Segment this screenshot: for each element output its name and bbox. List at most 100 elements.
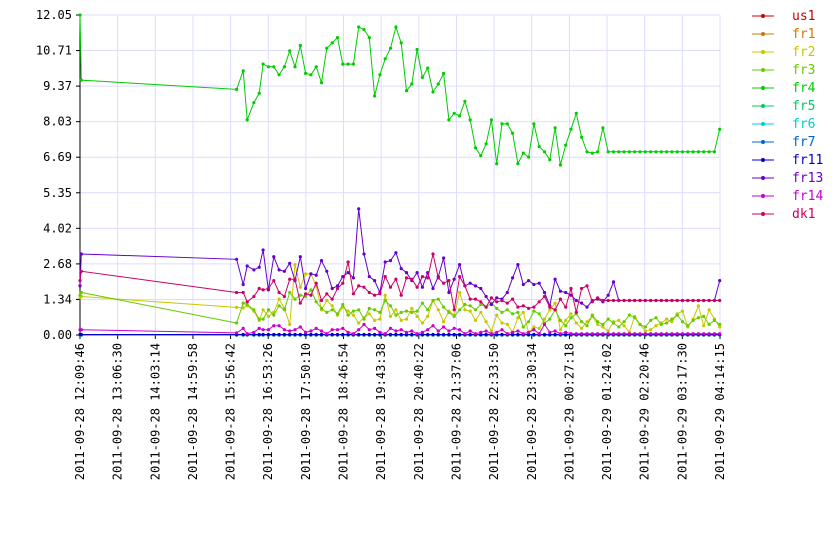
data-point-dk1 <box>319 298 324 303</box>
data-point-fr14 <box>468 329 472 333</box>
data-point-fr4 <box>420 75 424 79</box>
data-point-fr3 <box>373 308 377 312</box>
data-point-fr3 <box>712 318 717 322</box>
data-point-fr4 <box>548 158 552 162</box>
data-point-fr4 <box>272 65 276 69</box>
data-point-dk1 <box>712 298 717 303</box>
data-point-fr14 <box>388 326 393 330</box>
x-tick-label: 2011-09-28 15:56:42 <box>224 343 238 480</box>
data-point-fr14 <box>665 332 669 336</box>
data-point-fr3 <box>335 312 340 316</box>
data-point-fr4 <box>617 150 621 154</box>
data-point-fr13 <box>277 268 281 272</box>
data-point-fr2 <box>548 308 552 312</box>
data-point-fr2 <box>394 308 398 312</box>
data-point-fr13 <box>309 272 313 276</box>
legend-label-dk1: dk1 <box>792 207 815 222</box>
data-point-fr3 <box>431 298 435 303</box>
data-point-fr4 <box>643 150 647 154</box>
data-point-dk1 <box>680 298 685 303</box>
data-point-fr3 <box>447 310 451 314</box>
data-point-dk1 <box>468 297 472 301</box>
data-point-fr14 <box>617 332 621 336</box>
data-point-fr2 <box>293 263 297 267</box>
legend-label-fr1: fr1 <box>792 27 815 42</box>
legend-marker-fr14 <box>761 194 765 198</box>
data-point-dk1 <box>585 284 589 288</box>
data-point-fr3 <box>548 317 552 321</box>
data-point-fr14 <box>426 328 430 332</box>
data-point-fr13 <box>304 286 308 291</box>
data-point-fr4 <box>447 118 451 122</box>
data-point-fr11 <box>257 332 261 337</box>
data-point-fr14 <box>431 324 435 328</box>
data-point-fr2 <box>542 317 547 321</box>
data-point-fr3 <box>643 325 647 329</box>
data-point-fr13 <box>330 286 334 291</box>
data-point-fr2 <box>410 306 414 310</box>
x-tick-label: 2011-09-28 23:30:34 <box>525 343 539 480</box>
data-point-fr4 <box>564 143 568 147</box>
data-point-fr14 <box>447 329 451 333</box>
data-point-fr4 <box>686 150 690 154</box>
data-point-fr14 <box>590 332 594 336</box>
data-point-fr14 <box>394 329 398 333</box>
data-point-dk1 <box>298 301 302 305</box>
data-point-fr4 <box>335 36 340 40</box>
data-point-dk1 <box>383 275 387 279</box>
data-point-dk1 <box>484 305 488 309</box>
data-point-dk1 <box>367 290 371 295</box>
data-point-fr13 <box>479 286 483 291</box>
data-point-fr11 <box>527 332 531 337</box>
legend-label-fr5: fr5 <box>792 99 815 114</box>
data-point-fr3 <box>665 321 669 325</box>
data-point-fr11 <box>378 332 382 337</box>
data-point-fr3 <box>298 293 302 297</box>
data-point-fr14 <box>288 329 292 333</box>
data-point-fr14 <box>542 322 547 326</box>
data-point-fr13 <box>335 284 340 288</box>
data-point-fr13 <box>447 290 451 295</box>
data-point-fr13 <box>351 276 355 280</box>
data-point-fr14 <box>675 332 679 336</box>
data-point-fr13 <box>341 275 345 279</box>
data-point-fr11 <box>319 332 324 337</box>
data-point-fr13 <box>611 280 616 284</box>
data-point-fr3 <box>362 317 366 321</box>
data-point-fr4 <box>298 43 302 48</box>
data-point-fr11 <box>399 332 403 337</box>
data-point-fr13 <box>580 301 584 305</box>
data-point-fr4 <box>426 66 430 70</box>
data-point-dk1 <box>516 305 520 309</box>
data-point-fr2 <box>304 272 308 276</box>
data-point-fr14 <box>510 330 515 334</box>
data-point-fr11 <box>335 332 340 337</box>
data-point-dk1 <box>659 298 663 303</box>
data-point-fr11 <box>426 332 430 337</box>
data-point-fr11 <box>277 332 281 337</box>
data-point-fr4 <box>718 127 722 131</box>
data-point-fr13 <box>532 282 536 287</box>
data-point-fr14 <box>537 332 541 336</box>
data-point-fr4 <box>367 36 371 40</box>
data-point-fr3 <box>702 314 706 318</box>
data-point-fr11 <box>532 332 536 337</box>
data-point-dk1 <box>330 297 334 301</box>
data-point-fr4 <box>241 69 245 73</box>
data-point-fr2 <box>696 304 701 308</box>
data-point-fr13 <box>404 271 409 275</box>
data-point-fr14 <box>410 329 414 333</box>
data-point-dk1 <box>553 308 557 312</box>
data-point-fr14 <box>553 329 557 333</box>
data-point-fr14 <box>473 332 478 336</box>
data-point-fr4 <box>257 91 261 95</box>
y-tick-label: 8.03 <box>43 115 72 129</box>
data-point-fr2 <box>330 304 334 308</box>
data-point-fr14 <box>627 332 632 336</box>
data-point-fr4 <box>665 150 669 154</box>
data-point-fr13 <box>235 257 239 261</box>
data-point-fr14 <box>569 332 573 336</box>
data-point-fr3 <box>252 308 256 312</box>
data-point-fr3 <box>383 298 387 303</box>
data-point-fr3 <box>463 302 467 307</box>
